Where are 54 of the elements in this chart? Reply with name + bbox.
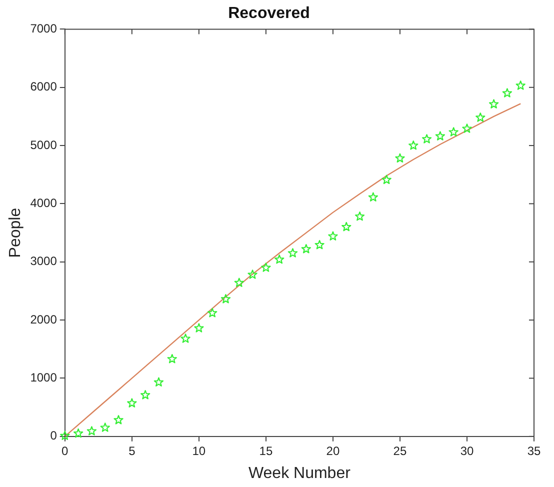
point: [502, 88, 512, 98]
point: [154, 377, 164, 386]
chart-title: Recovered: [228, 5, 310, 22]
y-tick-label: 7000: [30, 22, 58, 36]
point: [476, 112, 486, 122]
point: [488, 99, 499, 108]
y-tick-label: 1000: [30, 370, 58, 385]
y-axis-title: People: [7, 208, 24, 258]
point: [368, 192, 378, 202]
point: [208, 308, 218, 318]
point: [127, 398, 137, 408]
point: [167, 354, 177, 364]
x-axis-title: Week Number: [248, 464, 352, 482]
x-tick-label: 30: [460, 444, 474, 458]
point: [261, 262, 271, 272]
point: [220, 294, 231, 304]
y-tick-label: 6000: [30, 80, 58, 94]
point: [194, 323, 204, 332]
point: [408, 140, 418, 150]
point: [342, 222, 352, 232]
point: [448, 127, 458, 136]
point: [100, 422, 110, 432]
point: [140, 390, 150, 400]
point: [248, 270, 258, 279]
y-tick-label: 4000: [30, 196, 58, 210]
point: [435, 131, 446, 140]
x-tick-label: 15: [259, 444, 273, 458]
point: [301, 244, 311, 254]
point: [462, 124, 472, 133]
point: [86, 426, 97, 436]
point: [234, 278, 244, 288]
y-tick-label: 2000: [30, 312, 58, 326]
point: [288, 248, 298, 258]
y-tick-label: 0: [50, 428, 58, 443]
point: [422, 134, 432, 144]
x-tick-label: 35: [527, 444, 541, 458]
x-tick-label: 10: [192, 444, 206, 458]
point: [354, 211, 365, 221]
x-tick-label: 5: [128, 444, 136, 458]
point: [274, 254, 284, 264]
x-tick-label: 20: [326, 444, 340, 458]
point: [114, 415, 124, 424]
point: [516, 80, 526, 90]
y-tick-label: 5000: [30, 138, 58, 152]
point: [73, 428, 84, 438]
x-tick-label: 0: [62, 444, 69, 458]
point: [60, 430, 70, 440]
point: [382, 174, 392, 184]
point: [328, 231, 338, 240]
point: [314, 240, 324, 250]
point: [395, 153, 405, 163]
point: [180, 334, 190, 343]
y-tick-label: 3000: [30, 254, 58, 268]
x-tick-label: 25: [393, 444, 407, 458]
